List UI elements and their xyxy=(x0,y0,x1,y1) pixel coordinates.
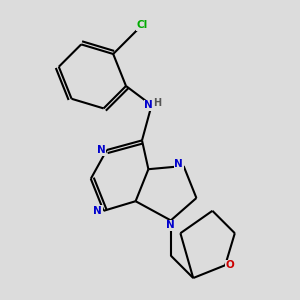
Text: O: O xyxy=(226,260,234,270)
Text: Cl: Cl xyxy=(136,20,148,30)
Text: N: N xyxy=(97,145,105,155)
Text: N: N xyxy=(144,100,153,110)
Text: N: N xyxy=(94,206,102,216)
Text: H: H xyxy=(153,98,161,108)
Text: N: N xyxy=(174,159,183,170)
Text: N: N xyxy=(167,220,175,230)
